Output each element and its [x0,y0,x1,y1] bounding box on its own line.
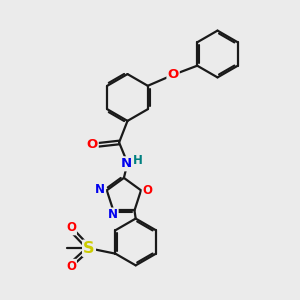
Text: S: S [83,241,95,256]
Text: O: O [66,221,76,234]
Text: O: O [86,138,98,152]
Text: O: O [167,68,179,81]
Text: N: N [95,183,105,196]
Text: N: N [108,208,118,221]
Text: O: O [66,260,76,273]
Text: H: H [133,154,143,167]
Text: N: N [121,157,132,170]
Text: O: O [142,184,153,197]
